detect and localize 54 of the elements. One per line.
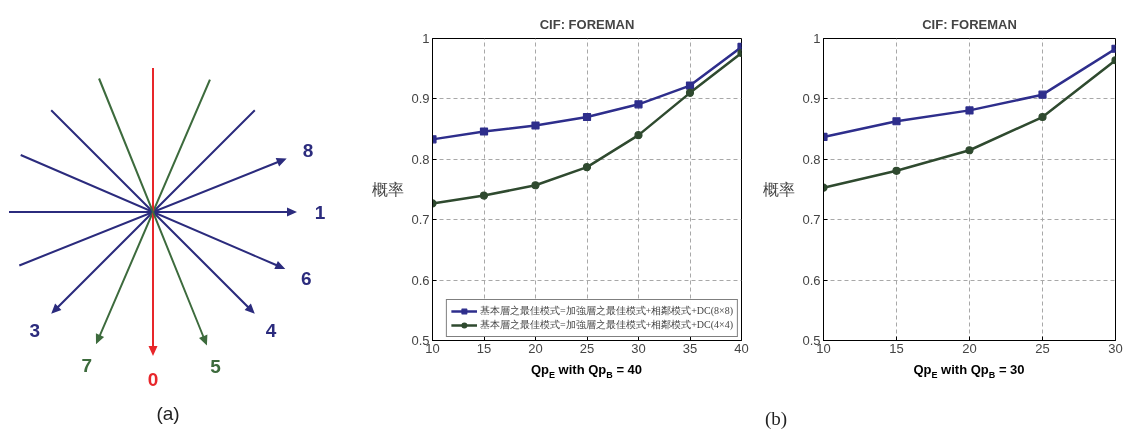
point — [892, 166, 901, 175]
y-tick-label: 1 — [422, 31, 430, 46]
category-label: 7 — [81, 354, 93, 376]
x-tick-label: 20 — [528, 340, 543, 356]
y-axis-title: 概率 — [763, 181, 796, 198]
x-tick-label: 25 — [579, 340, 595, 356]
y-axis-title: 概率 — [372, 181, 405, 198]
category-label: 6 — [301, 267, 312, 289]
point — [965, 146, 974, 155]
point — [634, 131, 643, 140]
y-tick-label: 0.8 — [411, 151, 430, 167]
point — [1038, 112, 1047, 122]
category-label: 4 — [265, 319, 277, 341]
point — [531, 121, 540, 130]
point — [479, 191, 489, 200]
category-label: 3 — [29, 319, 41, 341]
x-tick-label: 20 — [962, 340, 977, 356]
point — [582, 163, 592, 172]
point — [479, 127, 489, 136]
point — [685, 81, 695, 90]
x-tick-label: 25 — [1035, 340, 1050, 356]
y-tick-label: 0.7 — [411, 212, 430, 228]
x-axis-title: Qp$_{E}$ with Qp$_{B}$ = 30 — [912, 362, 1026, 382]
x-tick-label: 30 — [631, 340, 646, 356]
chart-title: CIF: FOREMAN — [922, 16, 1017, 32]
x-tick-label: 15 — [889, 340, 904, 356]
x-tick-label: 35 — [682, 340, 698, 356]
y-tick-label: 0.7 — [802, 212, 821, 228]
x-tick-label: 30 — [1108, 340, 1123, 356]
y-tick-label: 0.6 — [411, 272, 430, 288]
category-label: 8 — [302, 139, 314, 161]
legend-label: 基本層之最佳模式=加強層之最佳模式+相鄰模式+DC(8×8) — [479, 304, 733, 318]
category-label: 5 — [210, 356, 222, 378]
point — [634, 100, 643, 109]
point — [531, 181, 540, 190]
point — [685, 88, 695, 97]
text: (b) — [763, 408, 789, 430]
x-axis-title: Qp$_{E}$ with Qp$_{B}$ = 40 — [529, 362, 644, 382]
legend-label: 基本層之最佳模式=加強層之最佳模式+相鄰模式+DC(4×4) — [479, 318, 733, 332]
point — [965, 106, 974, 115]
y-tick-label: 0.6 — [802, 272, 821, 288]
y-tick-label: 0.9 — [802, 91, 821, 107]
point — [892, 117, 901, 126]
category-label: 1 — [314, 201, 326, 223]
y-tick-label: 0.8 — [802, 151, 821, 167]
point — [582, 112, 592, 122]
y-tick-label: 1 — [813, 31, 821, 46]
category-label: 0 — [147, 368, 159, 390]
x-tick-label: 40 — [734, 340, 749, 356]
point — [1038, 90, 1047, 99]
x-tick-label: 15 — [476, 340, 492, 356]
y-tick-label: 0.9 — [411, 91, 430, 107]
text: (a) — [156, 402, 180, 424]
chart-title: CIF: FOREMAN — [539, 16, 635, 32]
